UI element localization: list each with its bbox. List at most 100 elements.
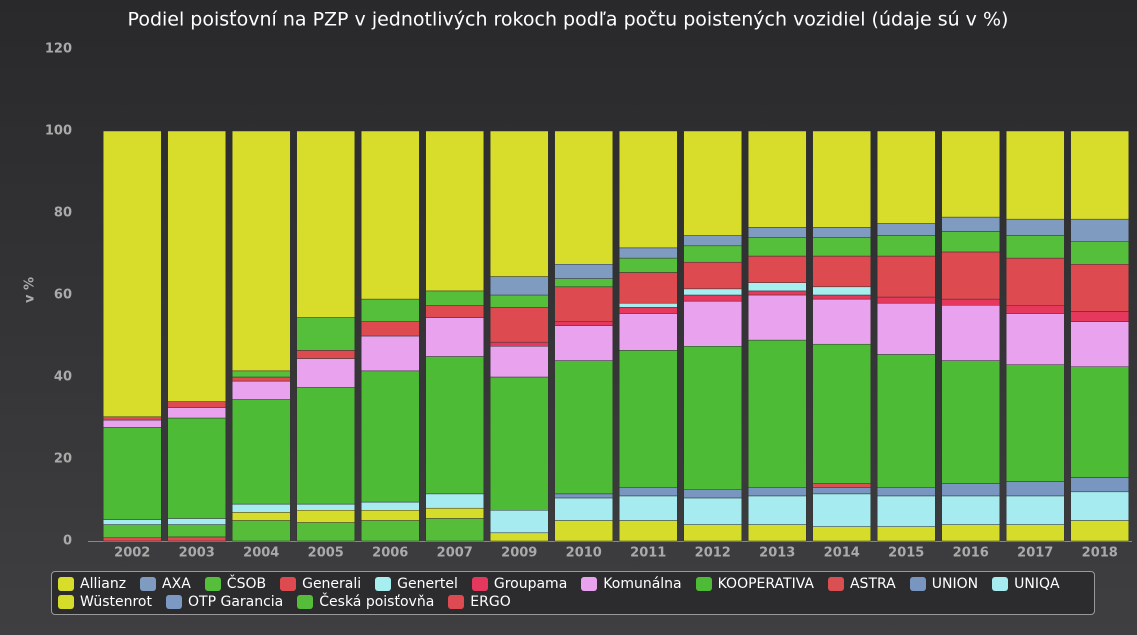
bar-segment xyxy=(489,510,549,534)
legend-item[interactable]: ASTRA xyxy=(827,576,896,592)
bar-segment xyxy=(1005,305,1065,314)
bar-segment xyxy=(102,416,162,421)
bar-segment xyxy=(941,231,1001,253)
bar-segment xyxy=(1005,235,1065,259)
legend-swatch xyxy=(909,577,926,591)
bar-segment xyxy=(489,532,549,542)
bar-segment xyxy=(554,321,614,326)
legend-item[interactable]: KOOPERATIVA xyxy=(695,576,814,592)
bar-segment xyxy=(167,417,227,519)
legend-label: OTP Garancia xyxy=(188,594,284,610)
legend-item[interactable]: Groupama xyxy=(471,576,567,592)
legend-swatch xyxy=(280,577,297,591)
legend-label: Česká poisťovňa xyxy=(319,594,435,610)
bar-segment xyxy=(812,487,872,495)
y-tick-label: 20 xyxy=(54,452,72,467)
bar-segment xyxy=(1070,264,1130,312)
x-tick-label: 2007 xyxy=(437,546,473,561)
bar-segment xyxy=(554,360,614,495)
legend-item[interactable]: Allianz xyxy=(58,576,126,592)
bar-segment xyxy=(231,130,291,372)
x-tick-label: 2009 xyxy=(501,546,537,561)
bar-segment xyxy=(1070,241,1130,265)
bar-segment xyxy=(1070,321,1130,367)
legend-label: UNIQA xyxy=(1014,576,1060,592)
legend-label: Genertel xyxy=(397,576,458,592)
bar-segment xyxy=(683,524,743,542)
bar-segment xyxy=(425,507,485,519)
bar-segment xyxy=(1005,524,1065,542)
y-tick-label: 0 xyxy=(63,534,72,549)
bar-segment xyxy=(683,300,743,347)
bar-segment xyxy=(167,518,227,525)
bar-segment xyxy=(812,237,872,257)
legend-swatch xyxy=(140,577,157,591)
bar-segment xyxy=(876,255,936,298)
x-tick-label: 2016 xyxy=(953,546,989,561)
bar-segment xyxy=(425,290,485,306)
bar-segment xyxy=(425,493,485,509)
y-tick-label: 60 xyxy=(54,288,72,303)
chart: Podiel poisťovní na PZP v jednotlivých r… xyxy=(22,41,1132,561)
legend-item[interactable]: Wüstenrot xyxy=(58,594,152,610)
bar-segment xyxy=(941,524,1001,542)
bar-segment xyxy=(941,216,1001,232)
bar-segment xyxy=(876,487,936,497)
bar-segment xyxy=(1005,218,1065,236)
bar-segment xyxy=(231,503,291,513)
legend-swatch xyxy=(58,577,74,591)
bar-segment xyxy=(360,335,420,372)
x-tick-label: 2004 xyxy=(243,546,279,561)
x-tick-label: 2012 xyxy=(695,546,731,561)
y-tick-label: 40 xyxy=(54,370,72,385)
x-tick-label: 2002 xyxy=(114,546,150,561)
y-tick-label: 80 xyxy=(54,206,72,221)
bar-segment xyxy=(231,376,291,382)
bar-segment xyxy=(167,407,227,419)
bar-segment xyxy=(360,510,420,521)
legend-item[interactable]: ČSOB xyxy=(204,576,266,592)
bar-segment xyxy=(747,294,807,341)
bar-segment xyxy=(618,495,678,521)
bar-segment xyxy=(425,518,485,542)
bar-segment xyxy=(360,298,420,322)
legend-item[interactable]: ERGO xyxy=(448,594,511,610)
legend-swatch xyxy=(204,577,221,591)
bar-segment xyxy=(489,376,549,511)
legend-item[interactable]: AXA xyxy=(140,576,191,592)
bar-segment xyxy=(296,510,356,523)
bar-segment xyxy=(812,343,872,484)
bar-segment xyxy=(812,483,872,488)
legend-item[interactable]: Česká poisťovňa xyxy=(297,594,434,610)
legend-label: UNION xyxy=(931,576,979,592)
bar-segment xyxy=(554,493,614,499)
bar-segment xyxy=(1070,491,1130,521)
x-tick-label: 2017 xyxy=(1017,546,1053,561)
bar-segment xyxy=(747,237,807,257)
legend-item[interactable]: Generali xyxy=(280,576,361,592)
x-tick-label: 2010 xyxy=(566,546,602,561)
legend-item[interactable]: Komunálna xyxy=(581,576,682,592)
bar-segment xyxy=(360,520,420,542)
bar-segment xyxy=(618,247,678,259)
bar-segment xyxy=(747,255,807,283)
bar-segment xyxy=(812,255,872,288)
legend-item[interactable]: Genertel xyxy=(375,576,458,592)
bar-segment xyxy=(812,227,872,238)
bar-segment xyxy=(876,223,936,236)
legend-item[interactable]: UNION xyxy=(909,576,979,592)
bar-segment xyxy=(554,325,614,361)
bar-segment xyxy=(167,524,227,538)
x-tick-label: 2006 xyxy=(372,546,408,561)
bar-segment xyxy=(296,358,356,388)
bar-segment xyxy=(683,489,743,499)
bar-segment xyxy=(1070,520,1130,542)
bar-segment xyxy=(231,380,291,400)
bar-segment xyxy=(1005,364,1065,482)
legend-swatch xyxy=(992,577,1009,591)
bar-segment xyxy=(425,317,485,357)
legend-item[interactable]: OTP Garancia xyxy=(166,594,283,610)
legend-item[interactable]: UNIQA xyxy=(992,576,1060,592)
bar-segment xyxy=(1005,313,1065,365)
